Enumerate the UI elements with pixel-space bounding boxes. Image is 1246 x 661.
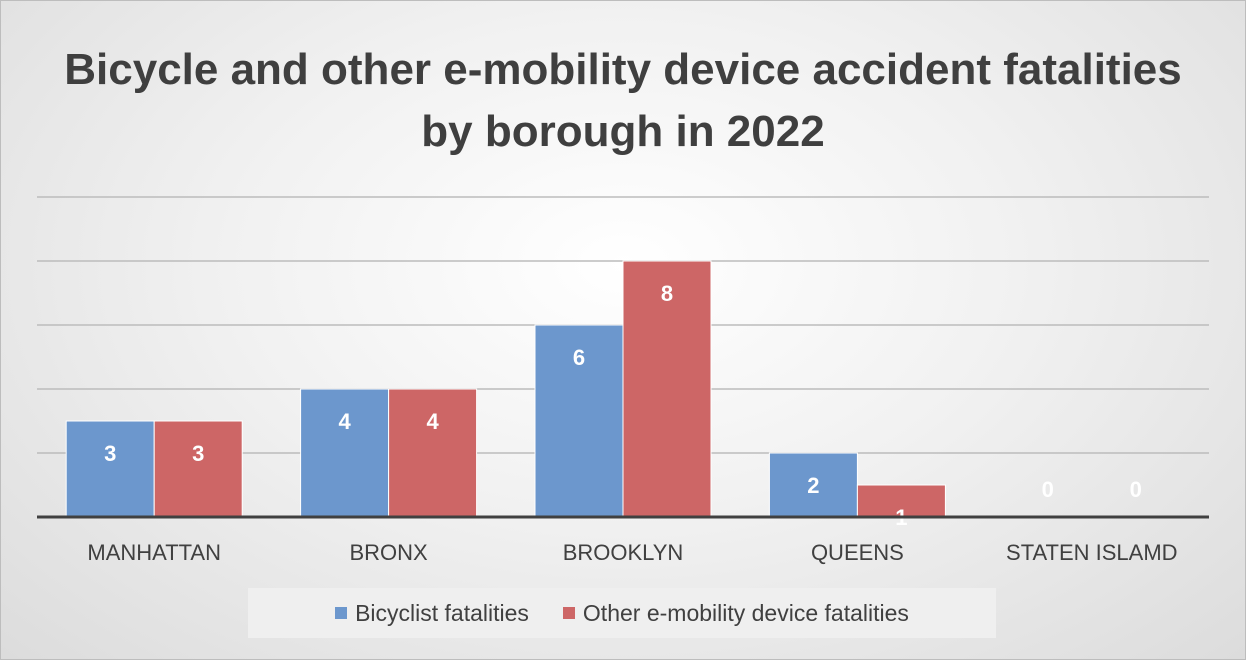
legend-swatch-bicyclist: [335, 607, 348, 619]
x-tick-label: BRONX: [349, 540, 428, 565]
legend-label-bicyclist: Bicyclist fatalities: [355, 599, 529, 626]
data-label: 6: [573, 345, 585, 370]
data-label: 0: [1042, 477, 1054, 502]
data-label: 3: [104, 441, 116, 466]
chart-title: Bicycle and other e-mobility device acci…: [64, 45, 1182, 156]
data-label: 4: [426, 409, 439, 434]
bar: [856, 484, 946, 518]
bar: [300, 388, 390, 518]
bar: [153, 420, 243, 518]
legend-swatch-other-emobility: [562, 607, 575, 619]
bar: [65, 420, 155, 518]
bar: [768, 452, 858, 518]
bar: [388, 388, 478, 518]
bar: [534, 324, 624, 518]
x-tick-label: MANHATTAN: [87, 540, 221, 565]
x-tick-label: STATEN ISLAMD: [1006, 540, 1178, 565]
x-tick-label: QUEENS: [811, 540, 904, 565]
legend-label-other-emobility: Other e-mobility device fatalities: [582, 599, 909, 626]
data-label: 2: [807, 473, 819, 498]
data-label: 3: [192, 441, 204, 466]
data-label: 4: [338, 409, 351, 434]
bar: [622, 260, 712, 518]
legend-item-bicyclist: Bicyclist fatalities: [335, 600, 529, 627]
data-label: 0: [1130, 477, 1142, 502]
legend-item-other-emobility: Other e-mobility device fatalities: [562, 599, 909, 627]
legend: Bicyclist fatalities Other e-mobility de…: [248, 588, 996, 638]
data-label: 8: [661, 281, 673, 306]
x-tick-label: BROOKLYN: [563, 540, 684, 565]
